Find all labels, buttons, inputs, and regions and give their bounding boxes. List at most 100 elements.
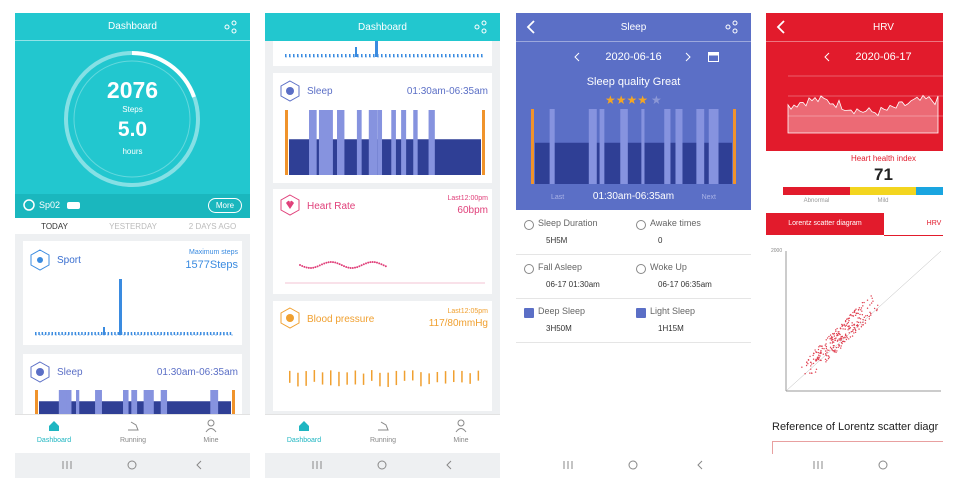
- bp-icon: [280, 307, 300, 329]
- stat-label: Sleep Duration: [538, 218, 598, 228]
- stat-icon: [636, 308, 646, 318]
- spo2-label: Sp02: [39, 200, 61, 210]
- sport-chart: [35, 279, 235, 336]
- progress-ring: [64, 51, 200, 187]
- row-divider: [516, 342, 751, 343]
- header: [265, 13, 500, 41]
- stat-value: 06-17 06:35am: [658, 280, 712, 289]
- reference-table: [772, 441, 943, 454]
- screen-dashboard-scrolled: Dashboard Sleep 01:30am-06:35am Heart Ra…: [265, 13, 500, 478]
- back-button[interactable]: [776, 20, 786, 34]
- bottom-nav: Dashboard Running Mine: [15, 414, 250, 453]
- svg-text:★★★★: ★★★★: [605, 93, 648, 107]
- index-value: 71: [874, 165, 893, 184]
- divider: [516, 41, 751, 42]
- stat-label: Awake times: [650, 218, 701, 228]
- card-value: 01:30am-06:35am: [156, 367, 238, 378]
- next-day[interactable]: Next: [701, 194, 716, 201]
- nav-label[interactable]: Running: [369, 437, 397, 444]
- prev-day[interactable]: Last: [551, 194, 565, 201]
- hrv-chart: [787, 75, 943, 134]
- card-title: Heart Rate: [307, 201, 356, 212]
- sleep-quality: Sleep quality Great: [586, 76, 681, 88]
- blood-pressure-card[interactable]: [273, 301, 492, 411]
- share-icon[interactable]: [474, 20, 487, 34]
- nav-label[interactable]: Mine: [453, 437, 469, 444]
- card-title: Sleep: [307, 86, 333, 97]
- card-title: Sleep: [57, 367, 83, 378]
- screen-sleep: Sleep 2020-06-16 Sleep quality Great ★★★…: [516, 13, 751, 478]
- stat-label: Fall Asleep: [538, 262, 583, 272]
- card-value: 60bpm: [457, 205, 488, 216]
- index-title: Heart health index: [851, 154, 916, 163]
- hours-value: 5.0: [117, 118, 148, 141]
- heart-icon: [280, 194, 300, 216]
- stat-value: 06-17 01:30am: [546, 280, 600, 289]
- sport-icon: [30, 249, 50, 271]
- card-title: Sport: [57, 255, 81, 266]
- scatter-max: 2000: [771, 248, 783, 254]
- stat-icon: [636, 264, 646, 274]
- header-title: Dashboard: [358, 22, 407, 33]
- stat-icon: [524, 308, 534, 318]
- running-icon[interactable]: [376, 420, 390, 432]
- share-icon[interactable]: [725, 20, 738, 34]
- share-icon[interactable]: [224, 20, 237, 34]
- sleep-chart: [35, 390, 235, 415]
- sleep-icon: [30, 361, 50, 383]
- sport-card[interactable]: [23, 241, 242, 345]
- system-bar: [62, 460, 202, 470]
- steps-label: Steps: [122, 105, 143, 114]
- level-label: Abnormal: [803, 198, 830, 204]
- stat-icon: [636, 220, 646, 230]
- date: 2020-06-17: [855, 51, 912, 63]
- running-icon[interactable]: [126, 420, 140, 432]
- system-bar: [563, 460, 703, 470]
- divider: [15, 40, 250, 41]
- prev-date[interactable]: [573, 52, 581, 62]
- tab-active[interactable]: Lorentz scatter diagram: [766, 213, 884, 235]
- rating-stars: ★★★★ ★: [605, 93, 662, 107]
- stat-label: Deep Sleep: [538, 306, 586, 316]
- row-divider: [516, 254, 751, 255]
- back-button[interactable]: [526, 20, 536, 34]
- prev-date[interactable]: [823, 52, 831, 62]
- next-date[interactable]: [684, 52, 692, 62]
- level-normal: [916, 187, 943, 195]
- nav-label[interactable]: Running: [119, 437, 147, 444]
- more-button[interactable]: More: [208, 198, 242, 213]
- blood-pressure-chart: [289, 370, 480, 387]
- home-icon[interactable]: [298, 420, 310, 432]
- calendar-icon[interactable]: [708, 51, 719, 62]
- card-value: 01:30am-06:35am: [406, 86, 488, 97]
- sleep-icon: [280, 80, 300, 102]
- tab[interactable]: HRV: [884, 213, 943, 236]
- stat-value: 0: [658, 236, 663, 245]
- system-bar: [813, 460, 888, 470]
- stat-value: 1H15M: [658, 324, 684, 333]
- level-abnormal: [783, 187, 850, 195]
- stat-label: Light Sleep: [650, 306, 696, 316]
- nav-label[interactable]: Dashboard: [36, 437, 72, 444]
- tab[interactable]: 2 DAYS AGO: [188, 222, 237, 231]
- lorentz-scatter: [785, 250, 942, 392]
- nav-label[interactable]: Dashboard: [286, 437, 322, 444]
- tab[interactable]: TODAY: [41, 222, 68, 231]
- mine-icon[interactable]: [455, 419, 467, 433]
- screen-hrv: HRV 2020-06-17 Heart health index 71 Abn…: [766, 13, 943, 478]
- hero: [766, 13, 943, 151]
- time-range: 01:30am-06:35am: [592, 191, 675, 202]
- home-icon[interactable]: [48, 420, 60, 432]
- mine-icon[interactable]: [205, 419, 217, 433]
- card-value: 1577Steps: [185, 259, 238, 271]
- nav-label[interactable]: Mine: [203, 437, 219, 444]
- heart-rate-card[interactable]: [273, 189, 492, 294]
- card-note: Last12:00pm: [447, 195, 488, 202]
- card-title: Blood pressure: [307, 314, 375, 325]
- tab[interactable]: YESTERDAY: [109, 222, 157, 231]
- stat-icon: [524, 264, 534, 274]
- battery: [67, 202, 80, 209]
- card-value: 117/80mmHg: [428, 318, 488, 329]
- sport-chart: [285, 41, 485, 58]
